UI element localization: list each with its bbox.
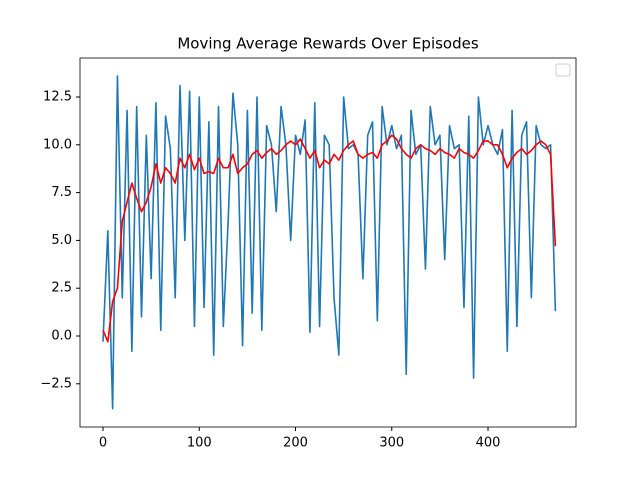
y-tick-label: 2.5 <box>51 281 72 296</box>
y-tick-label: 5.0 <box>51 233 72 248</box>
x-tick-label: 100 <box>187 436 212 451</box>
y-tick-label: 0.0 <box>51 328 72 343</box>
chart-title: Moving Average Rewards Over Episodes <box>177 35 479 53</box>
y-tick-label: 12.5 <box>43 90 72 105</box>
y-tick-label: 7.5 <box>51 185 72 200</box>
line-series <box>102 134 557 343</box>
y-tick-label: 10.0 <box>43 137 72 152</box>
y-tick-label: −2.5 <box>40 376 72 391</box>
x-tick-label: 0 <box>99 436 107 451</box>
line-series <box>102 75 557 410</box>
x-tick-label: 200 <box>283 436 308 451</box>
x-tick-label: 400 <box>476 436 501 451</box>
x-tick-label: 300 <box>379 436 404 451</box>
legend-frame <box>555 63 571 77</box>
plot-frame <box>79 57 577 428</box>
